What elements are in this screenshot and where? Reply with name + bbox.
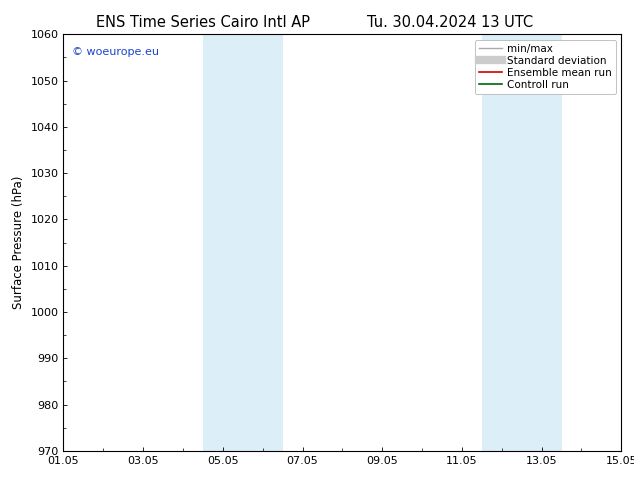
Legend: min/max, Standard deviation, Ensemble mean run, Controll run: min/max, Standard deviation, Ensemble me… [475,40,616,94]
Text: ENS Time Series Cairo Intl AP: ENS Time Series Cairo Intl AP [96,15,310,30]
Bar [203,34,283,451]
Y-axis label: Surface Pressure (hPa): Surface Pressure (hPa) [12,176,25,309]
Bar [482,34,562,451]
Text: Tu. 30.04.2024 13 UTC: Tu. 30.04.2024 13 UTC [367,15,533,30]
Text: © woeurope.eu: © woeurope.eu [72,47,158,57]
